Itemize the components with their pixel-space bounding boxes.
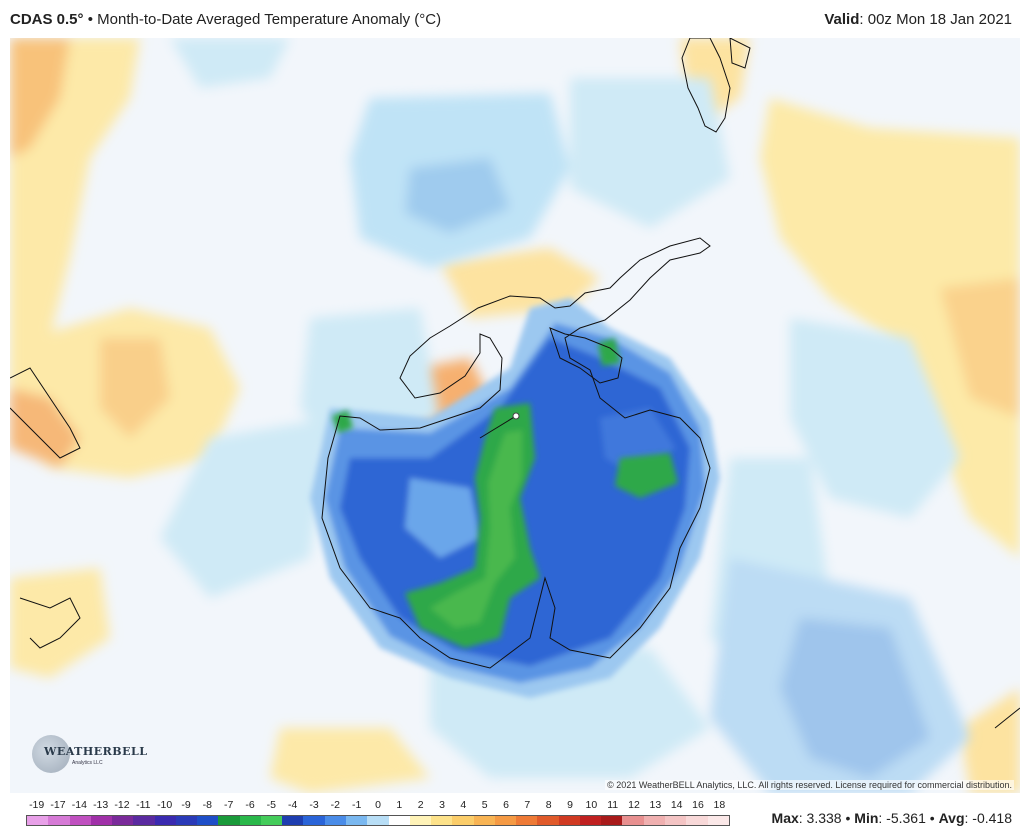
logo-text: WEATHERBELL [44,745,148,758]
colorbar-tick-label: 2 [417,799,424,811]
colorbar-cell [239,816,261,825]
colorbar-tick-label: -4 [287,799,298,811]
strong-cold-anomaly [332,338,678,648]
colorbar-cell [303,816,325,825]
colorbar-cell [494,816,517,825]
colorbar-cell [707,816,729,825]
colorbar-cell [175,816,198,825]
colorbar-tick-label: -14 [71,799,87,811]
colorbar-tick-label: -6 [245,799,255,811]
logo-globe-icon [32,735,70,773]
colorbar-tick-label: 14 [670,799,683,811]
colorbar-cell [643,816,665,825]
avg-label: Avg [938,810,965,826]
weatherbell-logo: WEATHERBELL Analytics LLC [32,733,147,775]
colorbar-cell [664,816,687,825]
temperature-anomaly-map: WEATHERBELL Analytics LLC © 2021 Weather… [10,38,1020,793]
colorbar-cell [324,816,346,825]
colorbar-tick-label: -13 [93,799,109,811]
valid-value: : 00z Mon 18 Jan 2021 [859,11,1012,28]
colorbar-cell [218,816,240,825]
colorbar-cell [409,816,432,825]
coastlines [10,38,1020,729]
colorbar-tick-label: -1 [351,799,362,811]
colorbar-cell [388,816,410,825]
colorbar-tick-label: 10 [585,799,598,811]
colorbar-cell [367,816,389,825]
max-value: : 3.338 [798,810,842,826]
colorbar-tick-label: -12 [114,799,130,811]
colorbar-tick-label: -17 [50,799,66,811]
degree-symbol: ° [77,11,84,28]
colorbar-cell [452,816,474,825]
colorbar-cell [112,816,134,825]
colorbar-tick-label: -2 [330,799,340,811]
colorbar-tick-label: 16 [692,799,704,811]
colorbar-cell [558,816,580,825]
logo-subtitle: Analytics LLC [72,760,103,766]
colorbar-cell [197,816,219,825]
anomaly-field [10,38,1020,793]
colorbar-cell [69,816,91,825]
colorbar-tick-label: -5 [266,799,276,811]
model-name: CDAS 0.5 [10,11,78,28]
colorbar-cell [133,816,155,825]
colorbar-cell [601,816,623,825]
colorbar-tick-label: 12 [628,799,640,811]
colorbar-cell [282,816,304,825]
pole-marker-line [479,415,517,439]
min-label: Min [854,810,879,826]
field-statistics: Max: 3.338 • Min: -5.361 • Avg: -0.418 [772,810,1012,826]
colorbar-tick-label: 11 [607,799,619,811]
colorbar-cell [622,816,644,825]
colorbar-tick-label: -19 [29,799,45,811]
colorbar-cell [345,816,368,825]
colorbar-tick-label: 18 [713,799,726,811]
colorbar-tick-label: -9 [181,799,191,811]
min-value: : -5.361 [878,810,926,826]
colorbar-cell [90,816,113,825]
map-title: CDAS 0.5° • Month-to-Date Averaged Tempe… [10,11,441,28]
colorbar-strip [26,815,730,826]
colorbar-cell [27,816,49,825]
colorbar-tick-label: 4 [460,799,467,811]
title-separator: • [87,11,93,28]
map-header: CDAS 0.5° • Month-to-Date Averaged Tempe… [0,0,1024,36]
max-label: Max [771,810,799,826]
colorbar-tick-label: -11 [136,799,151,811]
colorbar-tick-label: 5 [481,799,488,811]
warm-anomaly-regions [10,38,1020,793]
product-name: Month-to-Date Averaged Temperature Anoma… [97,11,442,28]
colorbar-legend: -19 -17 -14 -13 -12 -11 -10 -9 -8 -7 -6 -5 -4 -3 -2 -1 0… [0,795,760,836]
valid-label: Valid [824,11,860,28]
colorbar-tick-label: 7 [524,799,531,811]
colorbar-cell [473,816,495,825]
colorbar-cell [516,816,538,825]
colorbar-cell [154,816,176,825]
colorbar-cell [260,816,283,825]
colorbar-tick-label: 9 [567,799,573,811]
colorbar-tick-label: 6 [503,799,509,811]
south-pole-marker [512,412,520,420]
colorbar-tick-label: 0 [375,799,381,811]
avg-value: : -0.418 [964,810,1012,826]
colorbar-cell [537,816,559,825]
stats-separator: • [841,810,855,826]
colorbar-tick-label: 3 [439,799,445,811]
colorbar-cell [431,816,453,825]
colorbar-tick-label: 13 [649,799,662,811]
colorbar-tick-label: -8 [202,799,212,811]
copyright-notice: © 2021 WeatherBELL Analytics, LLC. All r… [605,780,1014,790]
valid-time: Valid: 00z Mon 18 Jan 2021 [824,11,1012,28]
colorbar-tick-label: 1 [396,799,403,811]
stats-separator: • [925,810,939,826]
colorbar-tick-label: 8 [545,799,552,811]
colorbar-tick-label: -10 [157,799,173,811]
colorbar-tick-label: -7 [223,799,234,811]
colorbar-tick-label: -3 [309,799,319,811]
colorbar-cell [579,816,602,825]
colorbar-labels: -19 -17 -14 -13 -12 -11 -10 -9 -8 -7 -6 -5 -4 -3 -2 -1 0… [26,799,730,813]
colorbar-cell [686,816,708,825]
colorbar-cell [48,816,70,825]
